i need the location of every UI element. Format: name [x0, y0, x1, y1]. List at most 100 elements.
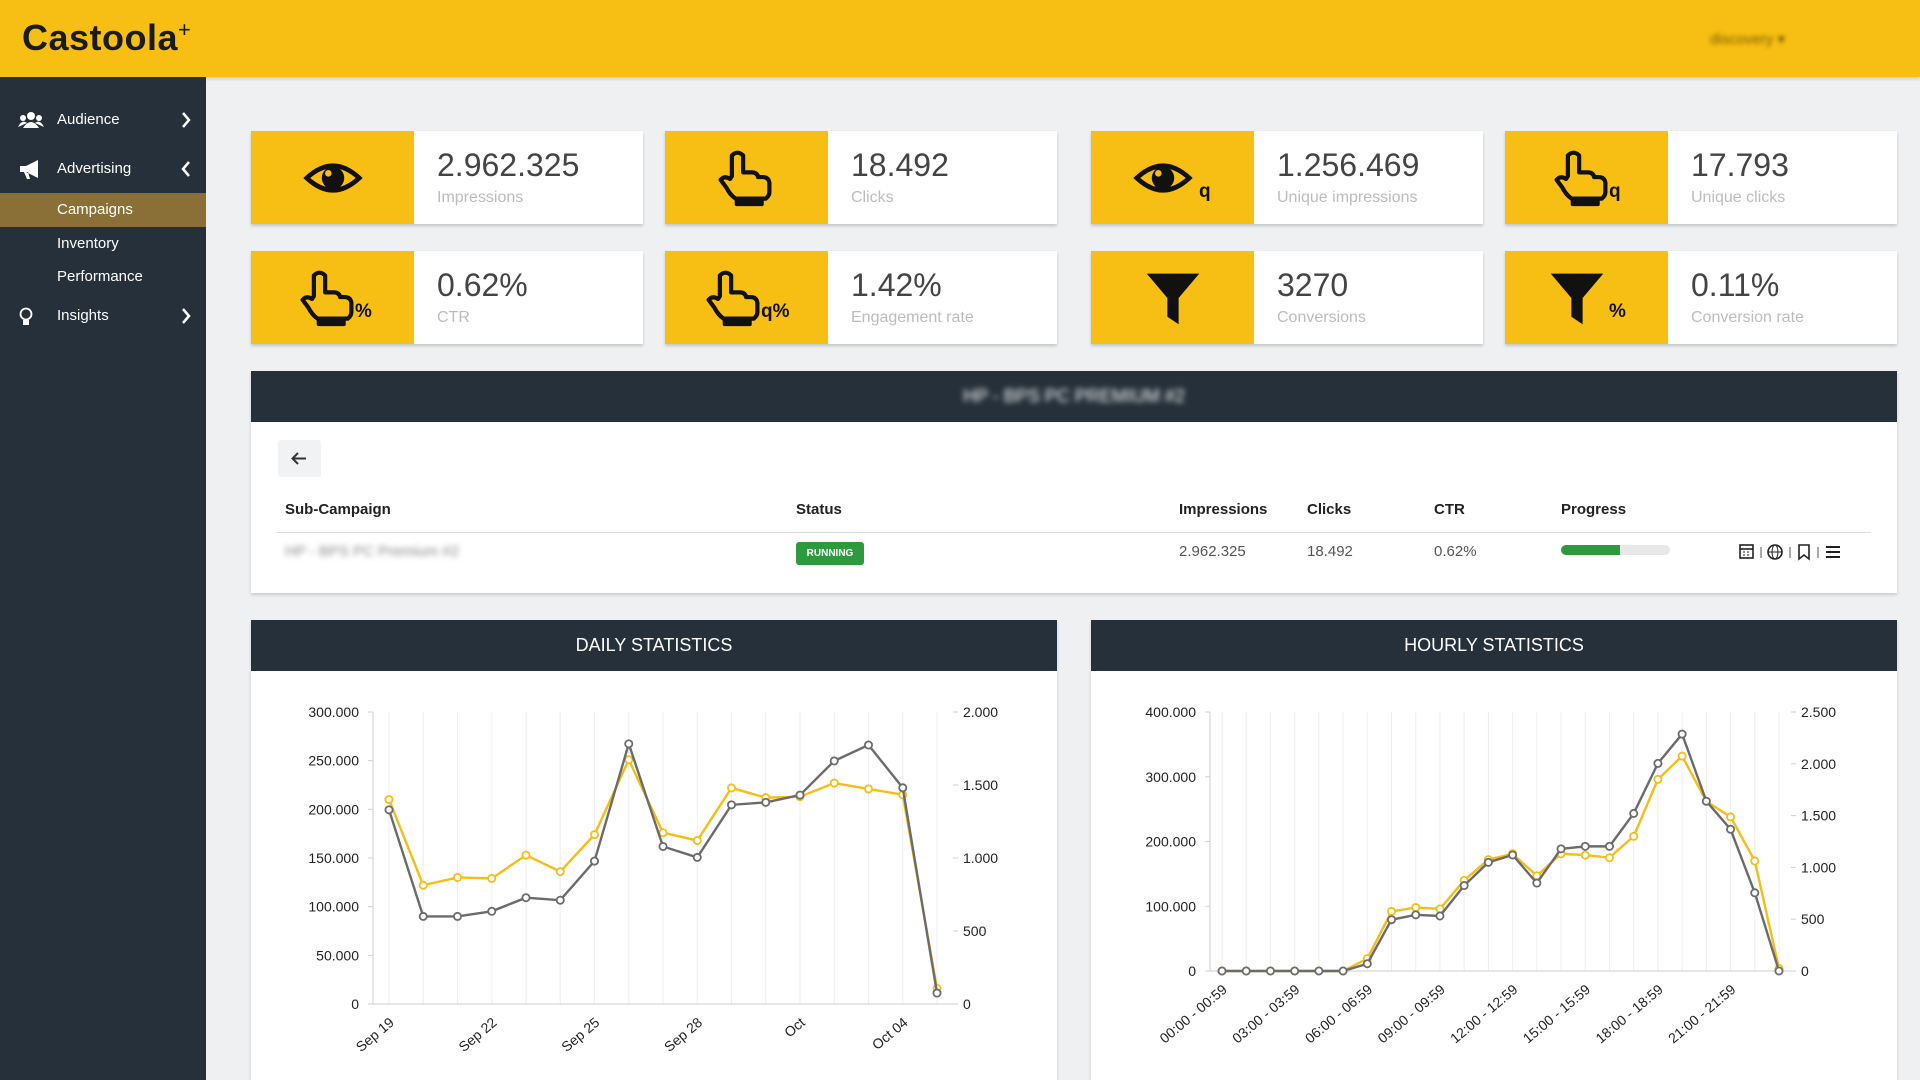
hand-icon	[297, 268, 357, 328]
campaign-title: HP - BPS PC PREMIUM #2	[963, 386, 1185, 406]
x-tick-label: 00:00 - 00:59	[1156, 981, 1230, 1046]
kpi-value: 18.492	[851, 147, 949, 183]
column-header: Sub-Campaign	[285, 501, 391, 518]
icon	[18, 112, 44, 128]
series-line	[1222, 754, 1781, 973]
sidebar: Audience Advertising Campaigns Inventory…	[0, 77, 206, 1080]
icon	[20, 160, 38, 179]
data-point	[658, 841, 668, 851]
kpi-label: Unique impressions	[1277, 189, 1418, 206]
chevron	[182, 308, 191, 324]
y-tick-label: 0	[963, 996, 971, 1012]
x-tick-label: Oct 04	[869, 1014, 911, 1053]
chart-panel: HOURLY STATISTICS 0 100.000 200.000 300.000…	[1091, 620, 1897, 1080]
kpi-badge: %	[1609, 301, 1626, 322]
icon	[19, 307, 33, 325]
column-header: Progress	[1561, 501, 1627, 518]
x-tick-label: 21:00 - 21:59	[1665, 981, 1739, 1046]
eye-icon	[1131, 148, 1195, 208]
x-tick-label: 15:00 - 15:59	[1520, 981, 1594, 1046]
progress-fill	[1561, 545, 1620, 555]
column-header: Impressions	[1179, 501, 1268, 518]
y-tick-label: 200.000	[308, 801, 359, 817]
kpi-card: % 0.62% CTR	[251, 251, 643, 344]
data-point	[864, 784, 874, 794]
sub-campaign-name[interactable]: HP - BPS PC Premium #2	[285, 543, 459, 560]
kpi-value: 1.42%	[851, 267, 942, 303]
y-tick-label: 1.000	[1801, 859, 1836, 875]
kpi-badge: q%	[761, 301, 790, 322]
table-rule	[277, 532, 1871, 533]
hand-icon	[703, 268, 763, 328]
bookmark-icon[interactable]	[1798, 544, 1810, 561]
menu-icon[interactable]	[1826, 546, 1840, 558]
y-tick-label: 500	[963, 923, 987, 939]
y-tick-label: 500	[1801, 911, 1825, 927]
nav-item[interactable]: Inventory	[0, 227, 206, 261]
calendar-icon[interactable]	[1739, 544, 1754, 559]
data-point	[1677, 729, 1687, 739]
data-point	[1314, 966, 1324, 976]
user-menu[interactable]: discovery ▾	[1709, 31, 1785, 48]
data-point	[864, 740, 874, 750]
top-bar: Castoola+ discovery ▾	[0, 0, 1920, 77]
chart: 0 100.000 200.000 300.000 400.000 0 500 1.000 1.…	[1145, 704, 1836, 1046]
kpi-value: 1.256.469	[1277, 147, 1420, 183]
data-point	[898, 783, 908, 793]
data-point	[1483, 857, 1493, 867]
kpi-icon: q	[1091, 131, 1254, 224]
y-tick-label: 400.000	[1145, 704, 1196, 720]
data-point	[1411, 903, 1421, 913]
nav-label: Campaigns	[57, 201, 133, 218]
kpi-badge: q	[1609, 181, 1621, 202]
eye-icon	[301, 148, 365, 208]
kpi-card: q 17.793 Unique clicks	[1505, 131, 1897, 224]
kpi-label: Engagement rate	[851, 309, 974, 326]
column-header: Status	[796, 501, 842, 518]
data-point	[1653, 774, 1663, 784]
x-tick-label: 06:00 - 06:59	[1302, 981, 1376, 1046]
data-point	[624, 755, 634, 765]
y-tick-label: 2.500	[1801, 704, 1836, 720]
brand-mark: +	[178, 17, 192, 42]
globe-icon[interactable]	[1767, 544, 1783, 560]
data-point	[1750, 888, 1760, 898]
nav-item[interactable]: Insights	[0, 299, 206, 333]
data-point	[555, 867, 565, 877]
back-arrow	[291, 452, 306, 465]
back-button[interactable]	[278, 440, 321, 477]
brand[interactable]: Castoola+	[22, 17, 191, 59]
kpi-icon	[665, 131, 828, 224]
column-header: Clicks	[1307, 501, 1352, 518]
data-point	[726, 800, 736, 810]
data-point	[829, 778, 839, 788]
nav-item[interactable]: Advertising	[0, 152, 206, 186]
kpi-label: Conversions	[1277, 309, 1366, 326]
data-point	[932, 988, 942, 998]
y-tick-label: 300.000	[1145, 769, 1196, 785]
nav-item[interactable]: Campaigns	[0, 193, 206, 227]
y-tick-label: 50.000	[316, 947, 359, 963]
data-point	[452, 911, 462, 921]
y-tick-label: 100.000	[1145, 898, 1196, 914]
nav-label: Inventory	[57, 235, 119, 252]
data-point	[795, 790, 805, 800]
y-tick-label: 0	[1801, 963, 1809, 979]
kpi-value: 0.11%	[1691, 267, 1780, 303]
series-line	[1222, 731, 1781, 973]
data-point	[1580, 841, 1590, 851]
status-badge: RUNNING	[796, 542, 864, 565]
nav-label: Performance	[57, 268, 143, 285]
data-point	[384, 795, 394, 805]
kpi-card: % 0.11% Conversion rate	[1505, 251, 1897, 344]
y-tick-label: 1.500	[1801, 808, 1836, 824]
brand-name: Castoola	[22, 17, 179, 58]
nav-item[interactable]: Performance	[0, 260, 206, 294]
cell: 0.62%	[1434, 543, 1477, 560]
kpi-icon: %	[251, 251, 414, 344]
nav-item[interactable]: Audience	[0, 103, 206, 137]
kpi-value: 17.793	[1691, 147, 1789, 183]
x-tick-label: Sep 19	[353, 1014, 397, 1055]
data-point	[521, 850, 531, 860]
